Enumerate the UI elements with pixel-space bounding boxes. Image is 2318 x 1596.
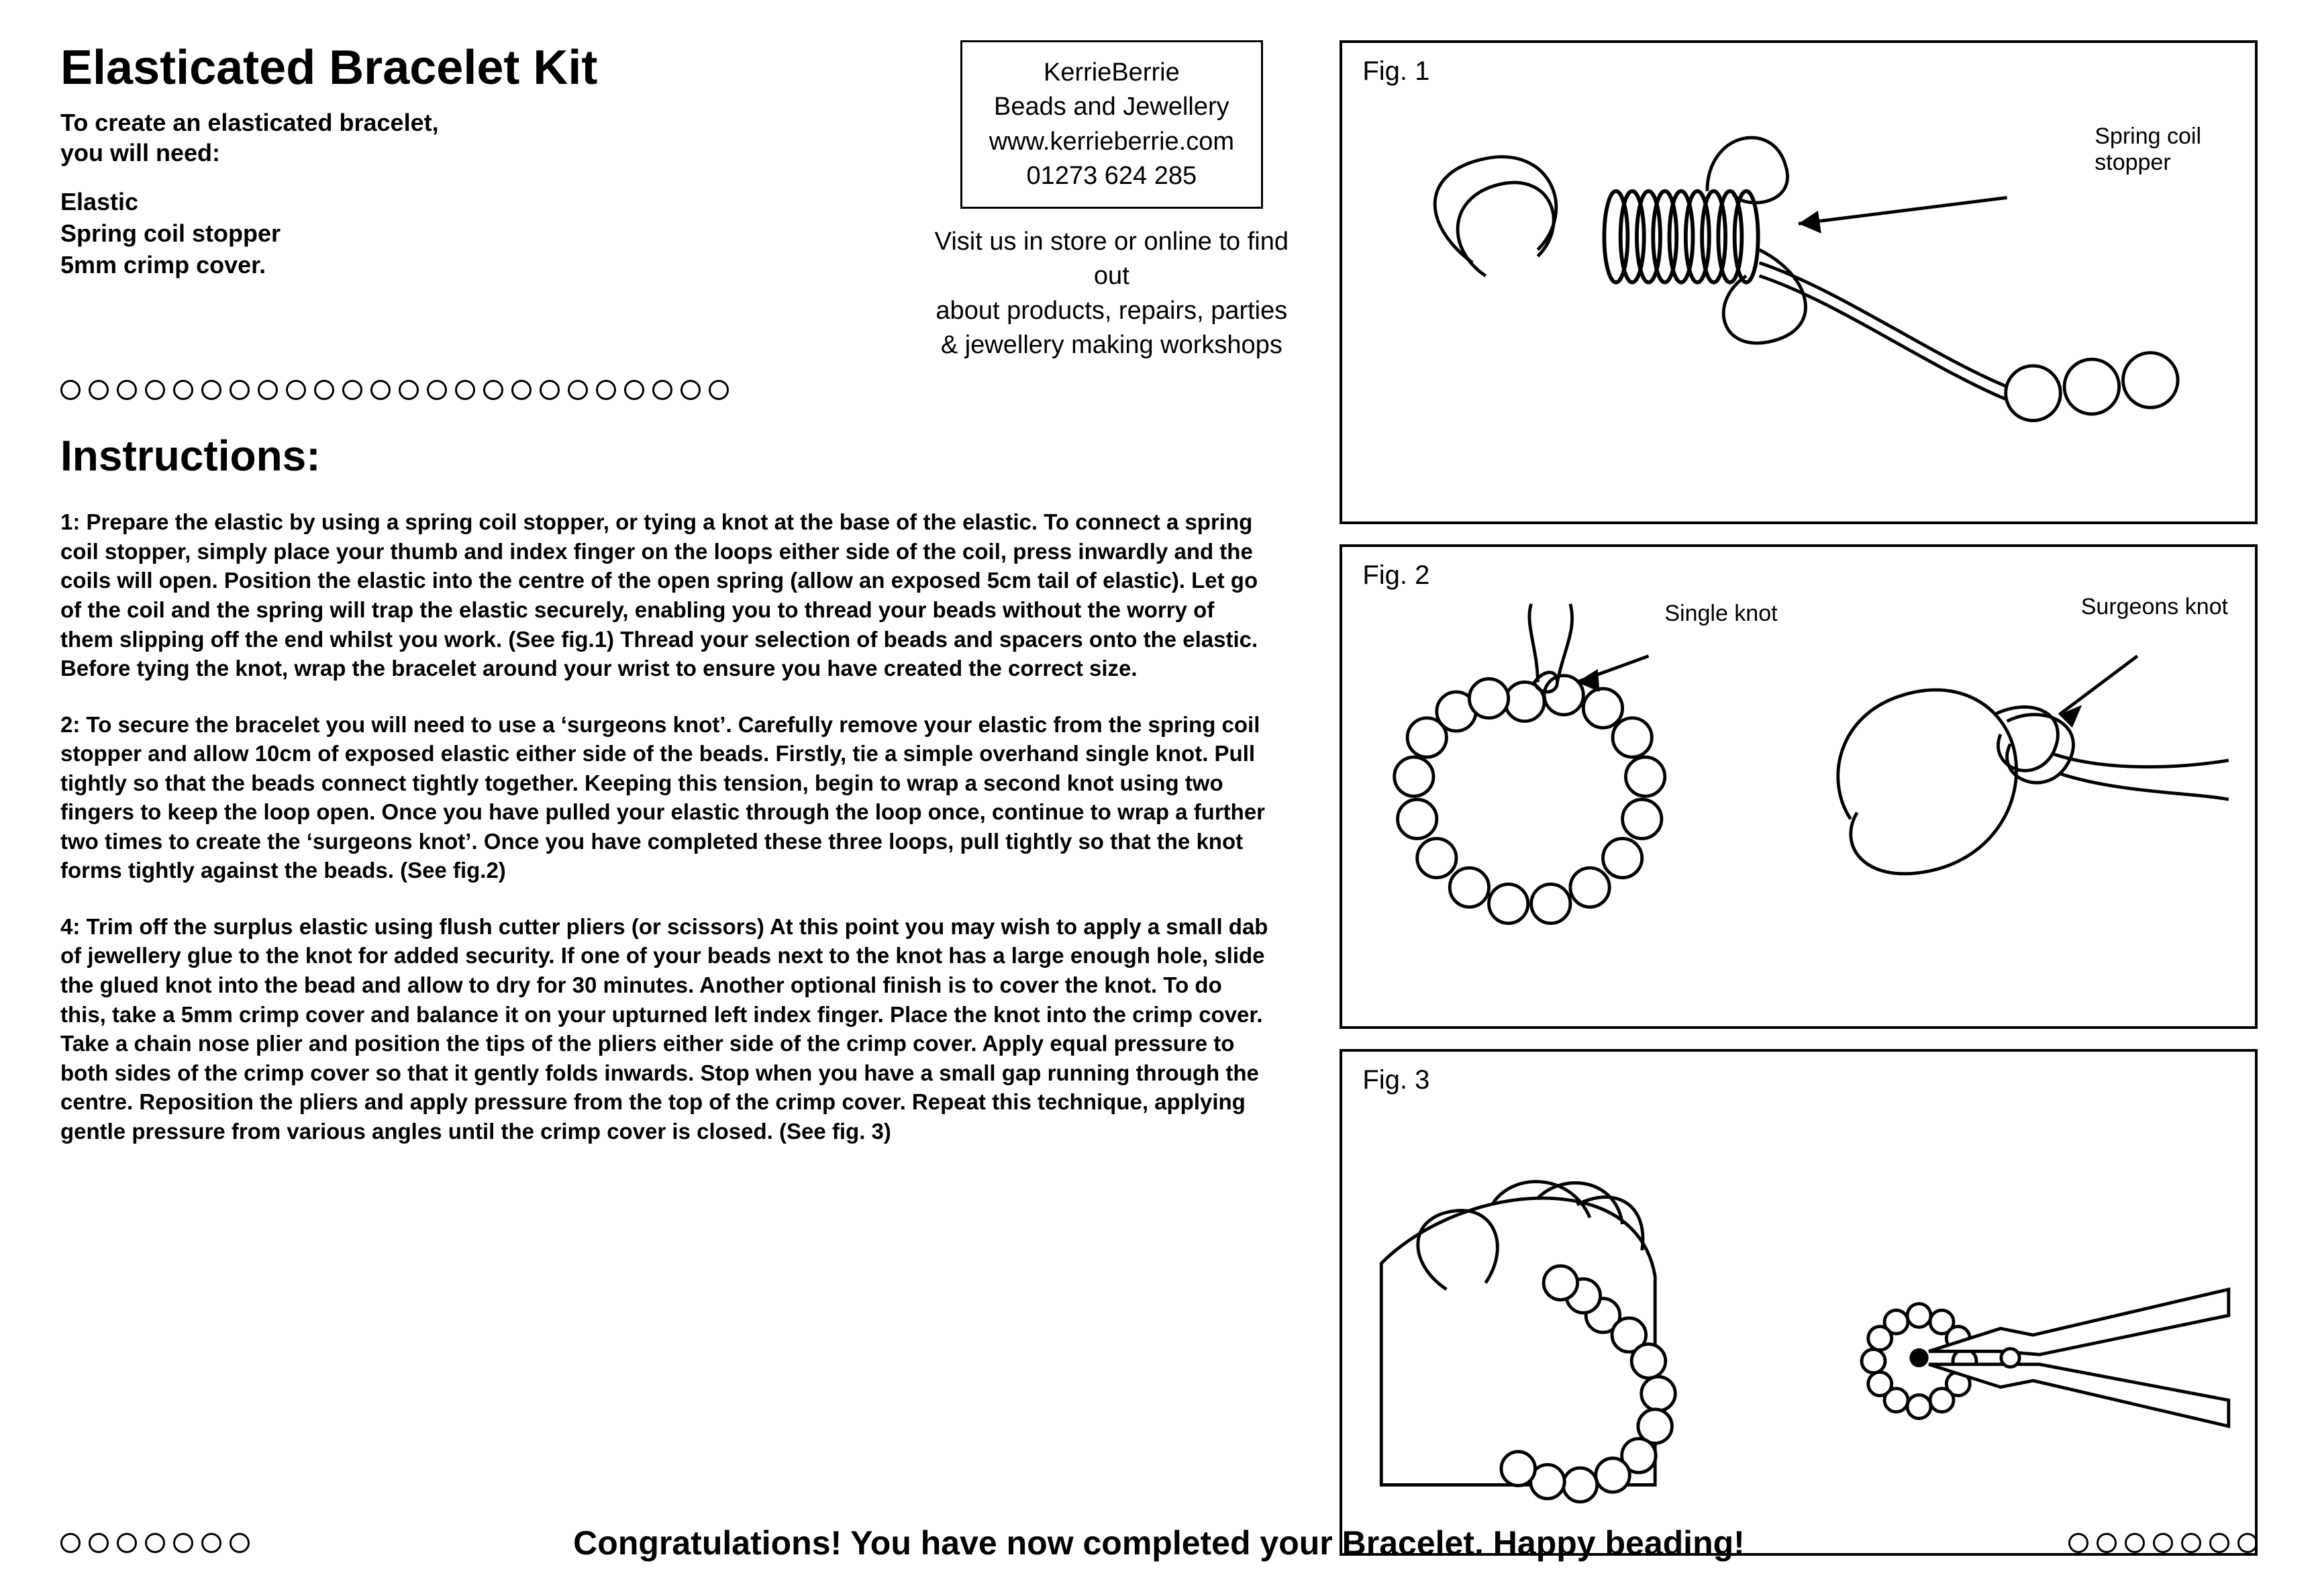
decorative-circle (342, 380, 362, 400)
figure-1-box: Fig. 1 Spring coil stopper (1340, 40, 2258, 524)
decorative-circle (624, 380, 644, 400)
decorative-circle (145, 1533, 165, 1553)
decorative-circle (681, 380, 701, 400)
decorative-circle (173, 380, 193, 400)
materials-list: Elastic Spring coil stopper 5mm crimp co… (60, 187, 897, 281)
decorative-circle (89, 380, 109, 400)
decorative-circle (117, 380, 137, 400)
footer-message: Congratulations! You have now completed … (250, 1524, 2068, 1562)
decorative-circle (286, 380, 306, 400)
decorative-circle (258, 380, 278, 400)
decorative-circle (652, 380, 672, 400)
decorative-circle (314, 380, 334, 400)
decorative-circle (201, 380, 221, 400)
brand-web: www.kerrieberrie.com (989, 125, 1234, 159)
page: Elasticated Bracelet Kit To create an el… (60, 40, 2258, 1556)
header-row: Elasticated Bracelet Kit To create an el… (60, 40, 1299, 362)
footer-row: Congratulations! You have now completed … (60, 1524, 2258, 1562)
decorative-circle (427, 380, 447, 400)
page-title: Elasticated Bracelet Kit (60, 40, 897, 95)
decorative-circle (370, 380, 391, 400)
step-1: 1: Prepare the elastic by using a spring… (60, 507, 1268, 683)
step-2: 2: To secure the bracelet you will need … (60, 710, 1268, 885)
step-3: 4: Trim off the surplus elastic using fl… (60, 912, 1268, 1146)
brand-phone: 01273 624 285 (989, 159, 1234, 193)
decorative-circle (511, 380, 532, 400)
figure-3-box: Fig. 3 (1340, 1049, 2258, 1556)
decorative-circle (2068, 1533, 2088, 1553)
decorative-circle (60, 1533, 81, 1553)
intro-text: To create an elasticated bracelet, you w… (60, 107, 897, 168)
decorative-circle (89, 1533, 109, 1553)
decorative-circle (483, 380, 503, 400)
decorative-circle (455, 380, 475, 400)
decorative-circle (117, 1533, 137, 1553)
decorative-circle (173, 1533, 193, 1553)
brand-column: KerrieBerrie Beads and Jewellery www.ker… (923, 40, 1299, 362)
decorative-circle (2125, 1533, 2145, 1553)
decorative-circle (2097, 1533, 2117, 1553)
decorative-circle (2153, 1533, 2173, 1553)
footer-circles-left (60, 1533, 250, 1553)
decorative-circle (596, 380, 616, 400)
figure-1-illustration (1342, 43, 2255, 521)
visit-text: Visit us in store or online to find out … (923, 225, 1299, 362)
decorative-circle (540, 380, 560, 400)
decorative-circle (230, 1533, 250, 1553)
decorative-circle (201, 1533, 221, 1553)
figure-2-box: Fig. 2 Single knot Surgeons knot (1340, 544, 2258, 1028)
figure-3-illustration (1342, 1052, 2255, 1553)
decorative-circle (60, 380, 81, 400)
brand-line2: Beads and Jewellery (989, 90, 1234, 124)
brand-box: KerrieBerrie Beads and Jewellery www.ker… (960, 40, 1263, 209)
figure-2-illustration (1342, 547, 2255, 1026)
footer-circles-right (2068, 1533, 2258, 1553)
left-column: Elasticated Bracelet Kit To create an el… (60, 40, 1299, 1556)
title-block: Elasticated Bracelet Kit To create an el… (60, 40, 897, 281)
decorative-circle (399, 380, 419, 400)
decorative-circle (2209, 1533, 2229, 1553)
decorative-circle-row (60, 380, 1299, 400)
decorative-circle (568, 380, 588, 400)
instructions-heading: Instructions: (60, 431, 1299, 481)
decorative-circle (145, 380, 165, 400)
right-column: Fig. 1 Spring coil stopper (1340, 40, 2258, 1556)
decorative-circle (709, 380, 729, 400)
decorative-circle (2181, 1533, 2201, 1553)
brand-name: KerrieBerrie (989, 56, 1234, 90)
decorative-circle (2237, 1533, 2258, 1553)
decorative-circle (230, 380, 250, 400)
